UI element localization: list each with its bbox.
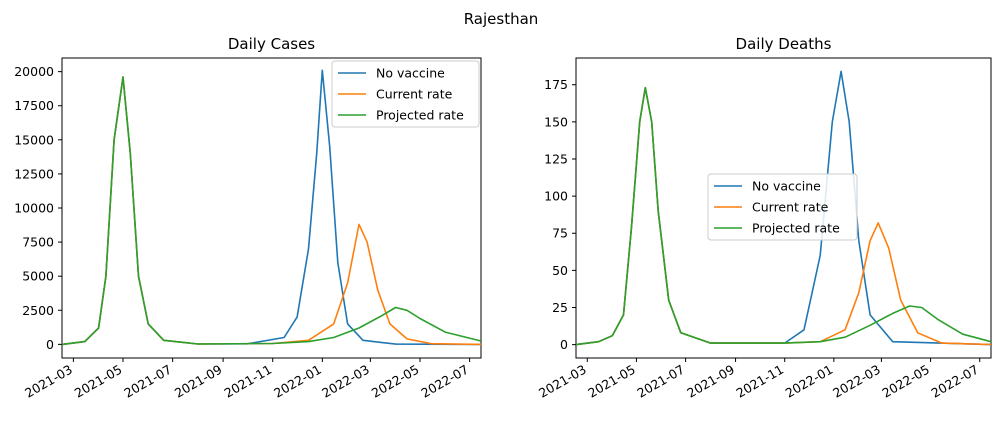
y-tick-label: 20000 <box>14 64 54 79</box>
x-tick-label: 2021-09 <box>172 362 225 401</box>
x-tick-label: 2022-03 <box>319 362 372 401</box>
y-tick-label: 15000 <box>14 132 54 147</box>
x-tick-label: 2022-01 <box>271 362 324 401</box>
y-tick-label: 150 <box>544 114 568 129</box>
x-tick-label: 2021-07 <box>634 362 687 401</box>
chart-title: Daily Cases <box>228 35 315 53</box>
y-tick-label: 0 <box>46 337 54 352</box>
y-tick-label: 5000 <box>22 269 54 284</box>
x-tick-label: 2022-07 <box>928 362 981 401</box>
y-tick-label: 75 <box>552 226 568 241</box>
legend-label-projected-rate: Projected rate <box>752 221 840 236</box>
y-tick-label: 12500 <box>14 166 54 181</box>
y-tick-label: 25 <box>552 300 568 315</box>
x-tick-label: 2021-03 <box>536 362 589 401</box>
y-tick-label: 0 <box>560 337 568 352</box>
chart-daily-deaths: Daily Deaths02550751001251501752021-0320… <box>536 35 992 401</box>
y-tick-label: 17500 <box>14 98 54 113</box>
x-tick-label: 2021-05 <box>72 362 125 401</box>
legend-label-projected-rate: Projected rate <box>376 108 464 123</box>
y-tick-label: 7500 <box>22 235 54 250</box>
chart-daily-cases: Daily Cases 0 2500 5000 7500 10000 12500 15000 1… <box>14 35 482 401</box>
x-tick-label: 2022-05 <box>369 362 422 401</box>
x-tick-label: 2021-11 <box>733 362 786 401</box>
axes-frame <box>575 57 992 359</box>
y-tick-label: 2500 <box>22 303 54 318</box>
x-tick-label: 2022-07 <box>418 362 471 401</box>
y-tick-label: 10000 <box>14 201 54 216</box>
legend-label-no-vaccine: No vaccine <box>376 66 445 81</box>
legend: No vaccine Current rate Projected rate <box>331 60 480 128</box>
y-tick-label: 50 <box>552 263 568 278</box>
legend-box <box>331 60 480 128</box>
x-tick-label: 2021-07 <box>121 362 174 401</box>
legend-box <box>707 173 858 241</box>
x-tick-label: 2021-05 <box>585 362 638 401</box>
chart-title: Daily Deaths <box>736 35 832 53</box>
legend: No vaccine Current rate Projected rate <box>707 173 858 241</box>
x-tick-label: 2021-11 <box>221 362 274 401</box>
x-tick-label: 2022-05 <box>879 362 932 401</box>
figure-suptitle: Rajesthan <box>464 10 539 28</box>
legend-label-current-rate: Current rate <box>752 200 829 215</box>
y-tick-label: 125 <box>544 151 568 166</box>
x-tick-label: 2021-09 <box>684 362 737 401</box>
series-line-projected-rate <box>575 86 992 346</box>
series-line-projected-rate <box>61 76 482 346</box>
y-tick-label: 100 <box>544 189 568 204</box>
x-tick-label: 2022-01 <box>783 362 836 401</box>
x-tick-label: 2021-03 <box>22 362 75 401</box>
legend-label-current-rate: Current rate <box>376 87 453 102</box>
y-tick-label: 175 <box>544 77 568 92</box>
legend-label-no-vaccine: No vaccine <box>752 179 821 194</box>
x-tick-label: 2022-03 <box>830 362 883 401</box>
